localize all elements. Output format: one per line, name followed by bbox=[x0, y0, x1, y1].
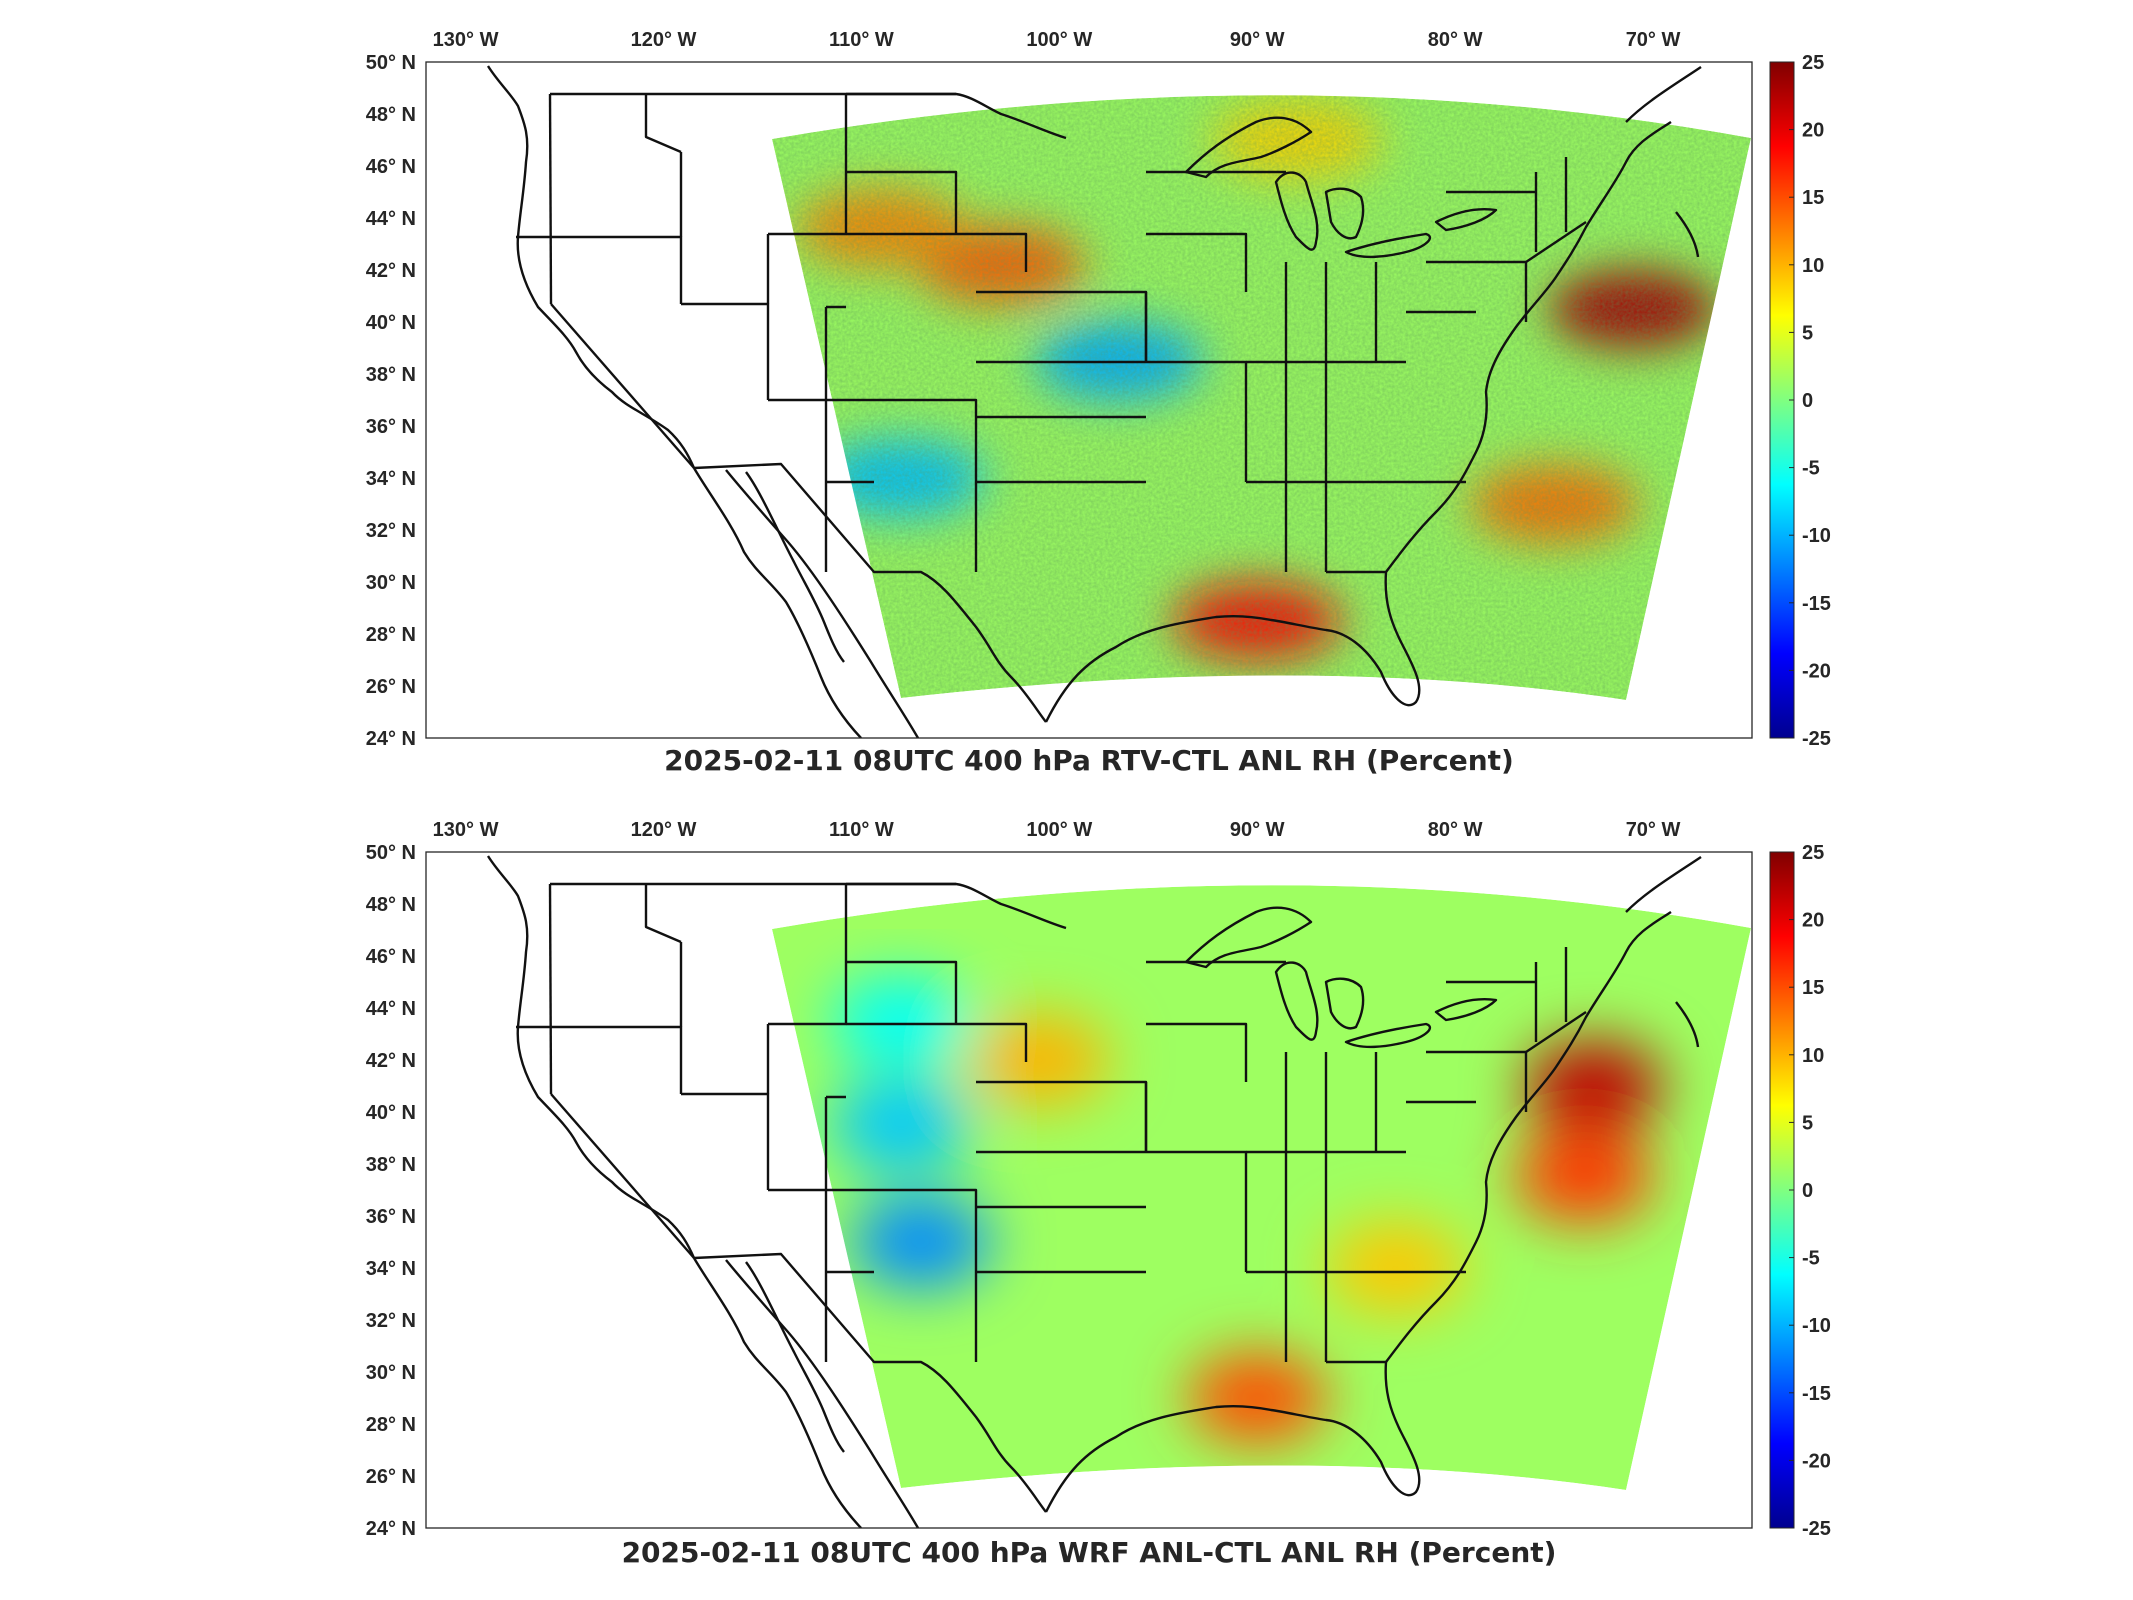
colorbar-tick-label: -15 bbox=[1802, 593, 1831, 615]
plot-frame bbox=[425, 61, 1753, 739]
colorbar-tick-label: 0 bbox=[1802, 1180, 1813, 1202]
colorbar-tick-label: -15 bbox=[1802, 1383, 1831, 1405]
colorbar-tick-label: 20 bbox=[1802, 120, 1824, 142]
colorbar-tick-label: -25 bbox=[1802, 1518, 1831, 1540]
lon-tick-label: 110° W bbox=[829, 29, 894, 51]
lat-tick-label: 44° N bbox=[366, 998, 416, 1020]
lon-tick-label: 100° W bbox=[1026, 29, 1092, 51]
field-feature-colorado-negative bbox=[830, 1080, 971, 1170]
lat-tick-label: 28° N bbox=[366, 1414, 416, 1436]
lat-tick-label: 26° N bbox=[366, 1466, 416, 1488]
colorbar-tick-label: 5 bbox=[1802, 1112, 1813, 1134]
lat-tick-label: 26° N bbox=[366, 676, 416, 698]
lon-tick-label: 90° W bbox=[1230, 29, 1285, 51]
lat-tick-label: 50° N bbox=[366, 842, 416, 864]
map-panel-bottom: 130° W 120° W 110° W 100° W 90° W 80° W 70° W 2… bbox=[366, 819, 1831, 1569]
colorbar-tick-label: 25 bbox=[1802, 52, 1824, 74]
colorbar-tick-label: -10 bbox=[1802, 1315, 1831, 1337]
colorbar-tick-label: -25 bbox=[1802, 728, 1831, 750]
lat-tick-label: 38° N bbox=[366, 1154, 416, 1176]
map-panel-top: 130° W 120° W 110° W 100° W 90° W 80° W 70° W 2… bbox=[366, 29, 1831, 777]
lon-tick-label: 130° W bbox=[433, 29, 499, 51]
lat-tick-label: 24° N bbox=[366, 1518, 416, 1540]
lon-tick-label: 70° W bbox=[1626, 819, 1681, 841]
lat-tick-label: 46° N bbox=[366, 946, 416, 968]
field-feature-nebraska-positive bbox=[969, 1015, 1110, 1105]
field-feature-new-england-coast-positive bbox=[1523, 1041, 1664, 1131]
lat-tick-label: 28° N bbox=[366, 624, 416, 646]
colorbar-tick-label: 25 bbox=[1802, 842, 1824, 864]
panel-title: 2025-02-11 08UTC 400 hPa RTV-CTL ANL RH … bbox=[664, 744, 1514, 777]
colorbar-tick-label: 0 bbox=[1802, 390, 1813, 412]
colorbar-tick-label: 15 bbox=[1802, 977, 1824, 999]
lon-tick-label: 120° W bbox=[631, 819, 697, 841]
colorbar-tick-label: -20 bbox=[1802, 1450, 1831, 1472]
lat-tick-label: 38° N bbox=[366, 364, 416, 386]
lon-tick-label: 70° W bbox=[1626, 29, 1681, 51]
lon-tick-label: 80° W bbox=[1428, 819, 1483, 841]
lon-tick-label: 110° W bbox=[829, 819, 894, 841]
lon-tick-label: 80° W bbox=[1428, 29, 1483, 51]
lat-tick-label: 30° N bbox=[366, 572, 416, 594]
lat-tick-label: 34° N bbox=[366, 1258, 416, 1280]
colorbar-tick-label: -10 bbox=[1802, 525, 1831, 547]
lat-tick-label: 48° N bbox=[366, 104, 416, 126]
lat-tick-label: 42° N bbox=[366, 1050, 416, 1072]
colorbar-tick-label: 10 bbox=[1802, 255, 1824, 277]
lon-tick-label: 100° W bbox=[1026, 819, 1092, 841]
colorbar-tick-label: 20 bbox=[1802, 910, 1824, 932]
lat-tick-label: 36° N bbox=[366, 416, 416, 438]
lat-tick-label: 40° N bbox=[366, 312, 416, 334]
lat-tick-label: 48° N bbox=[366, 894, 416, 916]
lat-tick-label: 32° N bbox=[366, 520, 416, 542]
colorbar-tick-label: -5 bbox=[1802, 1248, 1820, 1270]
rh-difference-field bbox=[772, 95, 1751, 701]
lat-tick-label: 42° N bbox=[366, 260, 416, 282]
lat-tick-label: 50° N bbox=[366, 52, 416, 74]
colorbar-tick-label: -5 bbox=[1802, 458, 1820, 480]
field-feature-gulf-coast-positive bbox=[1187, 1353, 1328, 1443]
lat-tick-label: 44° N bbox=[366, 208, 416, 230]
rh-difference-field bbox=[772, 885, 1751, 1490]
lat-tick-label: 46° N bbox=[366, 156, 416, 178]
lon-tick-label: 120° W bbox=[631, 29, 697, 51]
field-feature-offshore-positive bbox=[1513, 1132, 1654, 1222]
field-feature-new-mexico-negative bbox=[850, 1197, 991, 1287]
colorbar-tick-label: 10 bbox=[1802, 1045, 1824, 1067]
colorbar-tick-label: 15 bbox=[1802, 187, 1824, 209]
colorbar-tick-label: 5 bbox=[1802, 322, 1813, 344]
lat-tick-label: 36° N bbox=[366, 1206, 416, 1228]
colorbar-tick-label: -20 bbox=[1802, 660, 1831, 682]
lat-tick-label: 40° N bbox=[366, 1102, 416, 1124]
field-feature-southeast-positive bbox=[1325, 1223, 1466, 1313]
panel-title: 2025-02-11 08UTC 400 hPa WRF ANL-CTL ANL… bbox=[622, 1536, 1557, 1569]
plot-frame bbox=[425, 851, 1753, 1529]
lat-tick-label: 34° N bbox=[366, 468, 416, 490]
field-feature-wyoming-negative bbox=[830, 976, 971, 1066]
lat-tick-label: 30° N bbox=[366, 1362, 416, 1384]
lon-tick-label: 90° W bbox=[1230, 819, 1285, 841]
lat-tick-label: 32° N bbox=[366, 1310, 416, 1332]
lon-tick-label: 130° W bbox=[433, 819, 499, 841]
lat-tick-label: 24° N bbox=[366, 728, 416, 750]
